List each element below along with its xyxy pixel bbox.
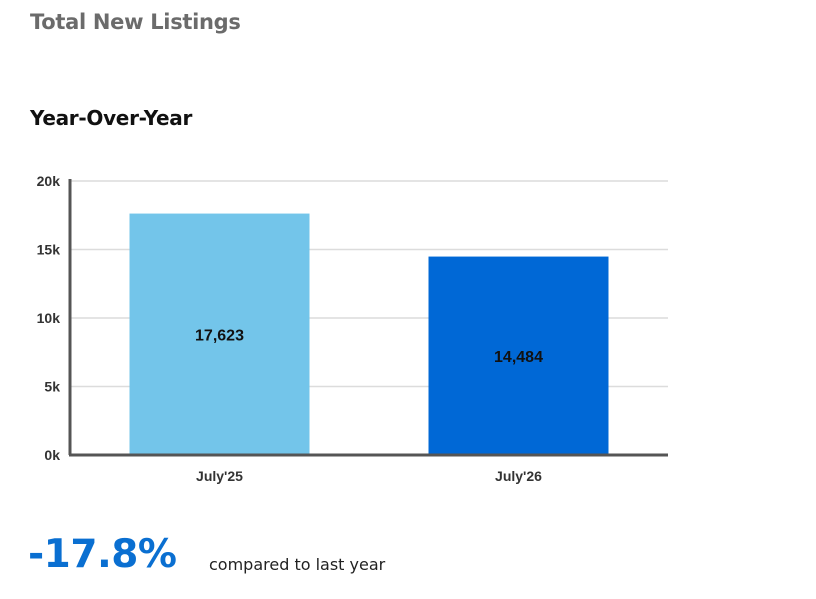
x-tick-label: July'26 (495, 468, 542, 484)
y-tick-label: 5k (44, 379, 60, 395)
labels: 0k 5k 10k 15k 20k 17,623 July'25 14,484 July'26 (37, 173, 543, 484)
axes (68, 179, 668, 457)
bars (129, 213, 609, 455)
bar-0 (129, 213, 310, 455)
data-label: 17,623 (195, 327, 244, 344)
yoy-change-caption: compared to last year (209, 555, 386, 574)
x-tick-label: July'25 (196, 468, 243, 484)
y-tick-label: 0k (44, 447, 60, 463)
chart-title: Year-Over-Year (30, 106, 193, 130)
y-tick-label: 10k (37, 310, 61, 326)
page-title: Total New Listings (30, 10, 241, 34)
yoy-change-value: -17.8% (28, 532, 177, 577)
data-label: 14,484 (494, 349, 543, 366)
y-tick-label: 20k (37, 173, 61, 189)
bar-1 (428, 256, 609, 455)
y-tick-label: 15k (37, 242, 61, 258)
